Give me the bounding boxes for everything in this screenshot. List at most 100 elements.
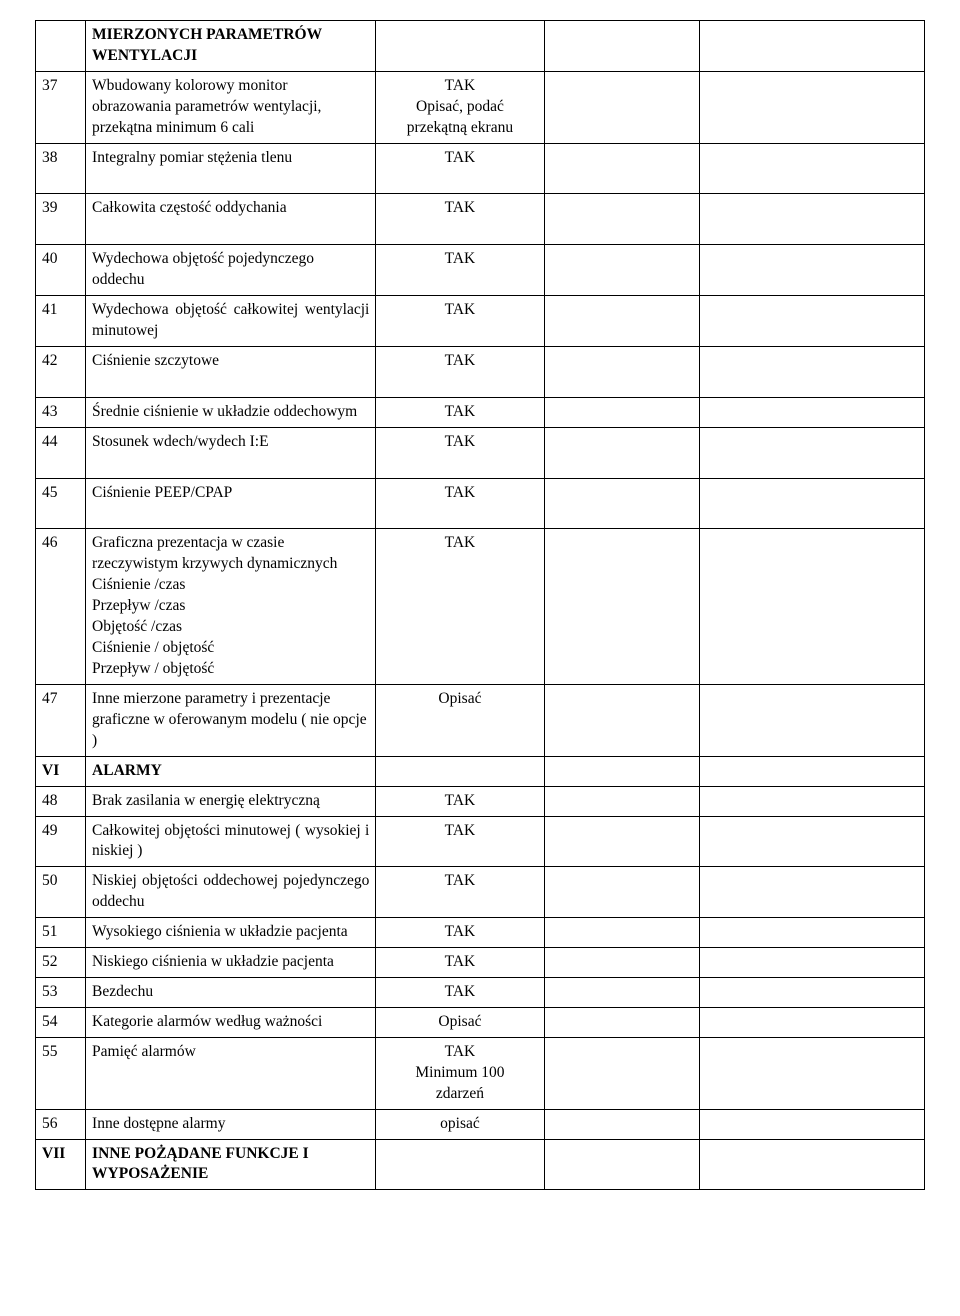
cell-description: Wysokiego ciśnienia w układzie pacjenta [86, 918, 376, 948]
cell-description: Średnie ciśnienie w układzie oddechowym [86, 397, 376, 427]
cell-requirement: TAK [376, 867, 544, 918]
cell-col4 [544, 948, 699, 978]
req-line: TAK [382, 76, 537, 97]
req-line: TAK [382, 351, 537, 372]
req-line: TAK [382, 432, 537, 453]
cell-col4 [544, 1037, 699, 1109]
cell-col4 [544, 194, 699, 245]
cell-number: 52 [36, 948, 86, 978]
cell-col5 [699, 143, 924, 194]
cell-number: 37 [36, 71, 86, 143]
req-line: zdarzeń [382, 1084, 537, 1105]
desc-line: Integralny pomiar stężenia tlenu [92, 148, 369, 169]
cell-col5 [699, 194, 924, 245]
cell-description: Inne mierzone parametry i prezentacje gr… [86, 684, 376, 756]
desc-line: Pamięć alarmów [92, 1042, 369, 1063]
cell-col4 [544, 529, 699, 684]
table-row: 43Średnie ciśnienie w układzie oddechowy… [36, 397, 925, 427]
cell-requirement: TAKOpisać, podaćprzekątną ekranu [376, 71, 544, 143]
pad-line [382, 504, 537, 525]
cell-col4 [544, 346, 699, 397]
cell-col4 [544, 1139, 699, 1190]
table-row: 45Ciśnienie PEEP/CPAPTAK [36, 478, 925, 529]
cell-col4 [544, 397, 699, 427]
desc-line: Inne mierzone parametry i prezentacje gr… [92, 689, 369, 752]
cell-description: Integralny pomiar stężenia tlenu [86, 143, 376, 194]
table-row: 39Całkowita częstość oddychania TAK [36, 194, 925, 245]
cell-requirement [376, 756, 544, 786]
cell-number: 48 [36, 786, 86, 816]
cell-number: 51 [36, 918, 86, 948]
cell-requirement: Opisać [376, 684, 544, 756]
table-row: 47Inne mierzone parametry i prezentacje … [36, 684, 925, 756]
cell-col4 [544, 867, 699, 918]
cell-requirement: TAK [376, 245, 544, 296]
cell-description: Ciśnienie PEEP/CPAP [86, 478, 376, 529]
cell-col5 [699, 427, 924, 478]
req-line: TAK [382, 402, 537, 423]
cell-number: VI [36, 756, 86, 786]
cell-requirement: TAK [376, 978, 544, 1008]
cell-requirement: TAK [376, 786, 544, 816]
cell-number: 46 [36, 529, 86, 684]
table-row: 51Wysokiego ciśnienia w układzie pacjent… [36, 918, 925, 948]
cell-col4 [544, 786, 699, 816]
desc-line: Brak zasilania w energię elektryczną [92, 791, 369, 812]
req-line: TAK [382, 198, 537, 219]
cell-col5 [699, 296, 924, 347]
cell-description: Wydechowa objętość pojedynczego oddechu [86, 245, 376, 296]
req-line: TAK [382, 871, 537, 892]
cell-col4 [544, 71, 699, 143]
cell-number: 50 [36, 867, 86, 918]
req-line: TAK [382, 249, 537, 270]
cell-col5 [699, 71, 924, 143]
req-line: TAK [382, 791, 537, 812]
cell-requirement: TAK [376, 143, 544, 194]
cell-number: 44 [36, 427, 86, 478]
cell-description: ALARMY [86, 756, 376, 786]
cell-requirement: TAK [376, 478, 544, 529]
cell-col5 [699, 948, 924, 978]
cell-requirement: TAKMinimum 100zdarzeń [376, 1037, 544, 1109]
cell-requirement: TAK [376, 427, 544, 478]
cell-col5 [699, 1037, 924, 1109]
desc-line: Ciśnienie PEEP/CPAP [92, 483, 369, 504]
pad-line [382, 219, 537, 240]
cell-number: 43 [36, 397, 86, 427]
cell-number: 39 [36, 194, 86, 245]
table-row: 52Niskiego ciśnienia w układzie pacjenta… [36, 948, 925, 978]
cell-description: Bezdechu [86, 978, 376, 1008]
desc-line: Graficzna prezentacja w czasie rzeczywis… [92, 533, 369, 575]
pad-line [382, 372, 537, 393]
req-line: Opisać, podać [382, 97, 537, 118]
cell-description: Całkowita częstość oddychania [86, 194, 376, 245]
cell-number [36, 21, 86, 72]
cell-description: Inne dostępne alarmy [86, 1109, 376, 1139]
table-row: 49Całkowitej objętości minutowej ( wysok… [36, 816, 925, 867]
desc-line: Wydechowa objętość pojedynczego oddechu [92, 249, 369, 291]
table-row: 50Niskiej objętości oddechowej pojedyncz… [36, 867, 925, 918]
cell-col4 [544, 296, 699, 347]
table-row: MIERZONYCH PARAMETRÓW WENTYLACJI [36, 21, 925, 72]
cell-description: Ciśnienie szczytowe [86, 346, 376, 397]
desc-line: Stosunek wdech/wydech I:E [92, 432, 369, 453]
cell-col4 [544, 918, 699, 948]
table-body: MIERZONYCH PARAMETRÓW WENTYLACJI37Wbudow… [36, 21, 925, 1190]
table-row: VIIINNE POŻĄDANE FUNKCJE I WYPOSAŻENIE [36, 1139, 925, 1190]
desc-line: Wbudowany kolorowy monitor obrazowania p… [92, 76, 369, 139]
cell-requirement [376, 1139, 544, 1190]
req-line: Opisać [382, 689, 537, 710]
cell-description: MIERZONYCH PARAMETRÓW WENTYLACJI [86, 21, 376, 72]
req-line: TAK [382, 922, 537, 943]
cell-col5 [699, 786, 924, 816]
cell-description: Niskiej objętości oddechowej pojedynczeg… [86, 867, 376, 918]
cell-requirement: Opisać [376, 1007, 544, 1037]
cell-col5 [699, 1109, 924, 1139]
cell-col5 [699, 478, 924, 529]
req-line: przekątną ekranu [382, 118, 537, 139]
cell-col4 [544, 684, 699, 756]
desc-line: Przepływ / objętość [92, 659, 369, 680]
cell-description: Graficzna prezentacja w czasie rzeczywis… [86, 529, 376, 684]
cell-col4 [544, 1007, 699, 1037]
cell-col5 [699, 245, 924, 296]
